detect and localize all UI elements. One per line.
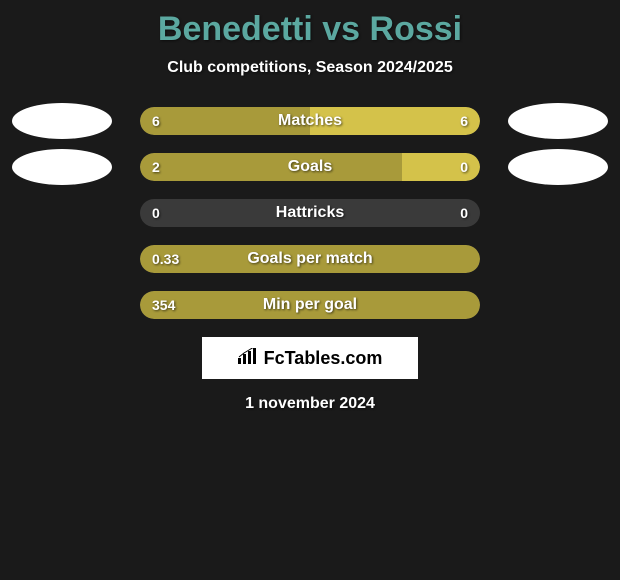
stat-value-left: 6 <box>152 113 160 129</box>
stat-bar: 2 0 Goals <box>140 153 480 181</box>
club-badge-left <box>12 103 112 139</box>
stat-label: Matches <box>278 112 342 130</box>
stat-label: Hattricks <box>276 204 344 222</box>
bar-left-fill <box>140 153 402 181</box>
stat-row-hattricks: 0 0 Hattricks <box>0 199 620 227</box>
fctables-logo: FcTables.com <box>202 337 418 379</box>
stat-row-goals: 2 0 Goals <box>0 153 620 181</box>
stat-bar: 354 Min per goal <box>140 291 480 319</box>
chart-icon <box>238 348 258 369</box>
page-title: Benedetti vs Rossi <box>0 10 620 49</box>
club-badge-right <box>508 149 608 185</box>
stat-row-min-per-goal: 354 Min per goal <box>0 291 620 319</box>
stats-area: 6 6 Matches 2 0 Goals 0 0 Hattricks 0.33 Goals per… <box>0 107 620 319</box>
stat-value-left: 2 <box>152 159 160 175</box>
stat-row-goals-per-match: 0.33 Goals per match <box>0 245 620 273</box>
stat-value-left: 354 <box>152 297 175 313</box>
stat-value-right: 6 <box>460 113 468 129</box>
stat-bar: 0.33 Goals per match <box>140 245 480 273</box>
club-badge-right <box>508 103 608 139</box>
stat-value-left: 0.33 <box>152 251 179 267</box>
footer-logo-container: FcTables.com <box>0 337 620 379</box>
stat-bar: 0 0 Hattricks <box>140 199 480 227</box>
date-text: 1 november 2024 <box>0 395 620 413</box>
comparison-infographic: Benedetti vs Rossi Club competitions, Se… <box>0 0 620 413</box>
club-badge-left <box>12 149 112 185</box>
stat-value-left: 0 <box>152 205 160 221</box>
stat-label: Goals <box>288 158 332 176</box>
stat-label: Goals per match <box>247 250 372 268</box>
logo-text: FcTables.com <box>264 348 383 369</box>
stat-bar: 6 6 Matches <box>140 107 480 135</box>
stat-label: Min per goal <box>263 296 357 314</box>
bar-right-fill <box>402 153 480 181</box>
stat-value-right: 0 <box>460 159 468 175</box>
subtitle: Club competitions, Season 2024/2025 <box>0 59 620 77</box>
stat-value-right: 0 <box>460 205 468 221</box>
stat-row-matches: 6 6 Matches <box>0 107 620 135</box>
